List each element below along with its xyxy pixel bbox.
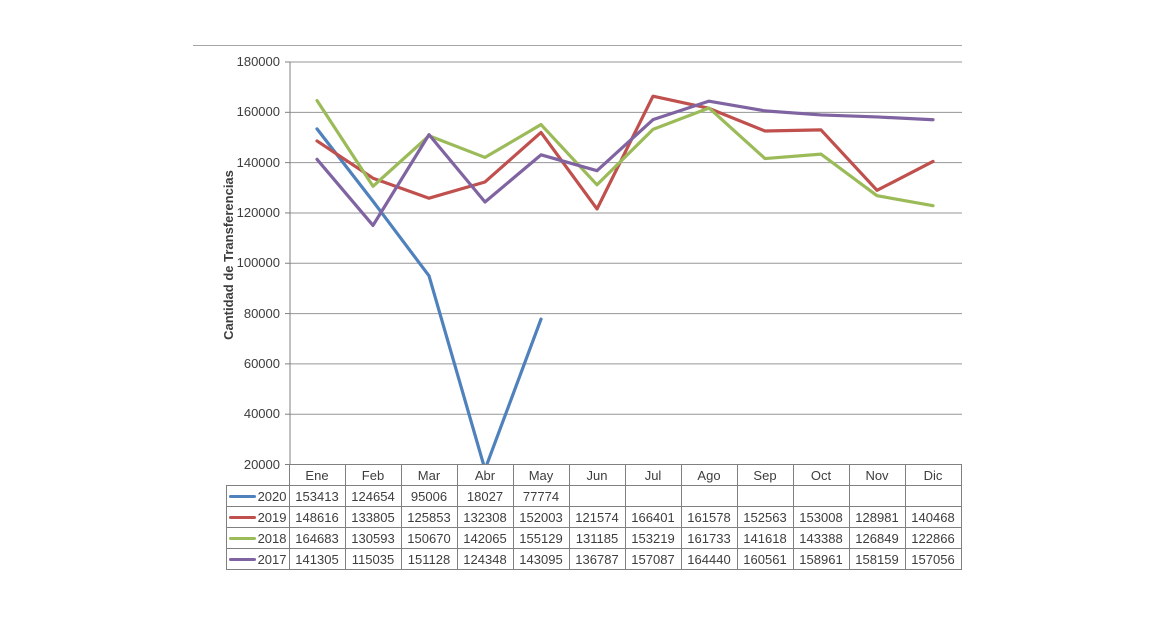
- value-cell: 115035: [344, 548, 402, 570]
- month-header-cell: Mar: [400, 464, 458, 486]
- value-cell: 158159: [848, 548, 906, 570]
- value-cell: 160561: [736, 548, 794, 570]
- legend-year-label: 2019: [257, 509, 287, 525]
- value-cell: 142065: [456, 527, 514, 549]
- month-header-cell: Nov: [848, 464, 906, 486]
- value-cell: [792, 485, 850, 507]
- y-axis-tick-label: 180000: [236, 54, 280, 69]
- legend-year-label: 2020: [257, 488, 287, 504]
- legend-year-label: 2018: [257, 530, 287, 546]
- value-cell: 151128: [400, 548, 458, 570]
- month-header-cell: Sep: [736, 464, 794, 486]
- series-line-2020: [315, 127, 543, 465]
- value-cell: 124654: [344, 485, 402, 507]
- legend-cell: 2019: [226, 506, 290, 528]
- value-cell: 157056: [904, 548, 962, 570]
- chart-area-top-border: [193, 45, 962, 46]
- value-cell: 136787: [568, 548, 626, 570]
- month-header-row: Ene Feb Mar Abr May Jun Jul Ago Sep Oct Nov Dic: [227, 464, 962, 486]
- value-cell: [568, 485, 626, 507]
- value-cell: 152003: [512, 506, 570, 528]
- y-axis-tick-label: 120000: [236, 204, 280, 220]
- legend-cell: 2020: [226, 485, 290, 507]
- table-row-2018: 2018 164683 130593 150670 142065 155129 131185…: [226, 527, 962, 549]
- month-header-cell: Jul: [624, 464, 682, 486]
- legend-swatch-2018: [229, 536, 256, 540]
- legend-swatch-2020: [229, 494, 256, 498]
- month-header-cell: Ago: [680, 464, 738, 486]
- value-cell: 158961: [792, 548, 850, 570]
- value-cell: 131185: [568, 527, 626, 549]
- value-cell: 125853: [400, 506, 458, 528]
- y-axis-tick-label: 80000: [243, 305, 280, 321]
- legend-swatch-2017: [229, 557, 256, 561]
- value-cell: 150670: [400, 527, 458, 549]
- value-cell: 141305: [288, 548, 346, 570]
- y-axis-tick-label: 100000: [236, 255, 280, 271]
- legend-cell: 2017: [226, 548, 290, 570]
- value-cell: [736, 485, 794, 507]
- legend-swatch-2019: [229, 515, 256, 519]
- y-axis-tick-label: 140000: [236, 154, 280, 170]
- value-cell: 155129: [512, 527, 570, 549]
- table-corner-blank: [227, 465, 290, 486]
- month-header-cell: May: [512, 464, 570, 486]
- value-cell: 143095: [512, 548, 570, 570]
- value-cell: 126849: [848, 527, 906, 549]
- value-cell: 77774: [512, 485, 570, 507]
- value-cell: 153219: [624, 527, 682, 549]
- value-cell: 124348: [456, 548, 514, 570]
- y-axis-tick-label: 20000: [243, 456, 280, 472]
- value-cell: [848, 485, 906, 507]
- value-cell: 95006: [400, 485, 458, 507]
- month-header-cell: Abr: [456, 464, 514, 486]
- table-row-2020: 2020 153413 124654 95006 18027 77774: [226, 485, 962, 507]
- value-cell: 18027: [456, 485, 514, 507]
- month-header-cell: Jun: [568, 464, 626, 486]
- month-header-cell: Dic: [904, 464, 962, 486]
- table-row-2019: 2019 148616 133805 125853 132308 152003 121574…: [226, 506, 962, 528]
- value-cell: 122866: [904, 527, 962, 549]
- legend-cell: 2018: [226, 527, 290, 549]
- table-row-2017: 2017 141305 115035 151128 124348 143095 136787…: [226, 548, 962, 570]
- month-header-cell: Feb: [344, 464, 402, 486]
- y-axis-tick-label: 160000: [236, 104, 280, 120]
- value-cell: 152563: [736, 506, 794, 528]
- value-cell: 161733: [680, 527, 738, 549]
- y-axis-tick-label: 40000: [243, 406, 280, 422]
- series-line-2017: [315, 99, 935, 228]
- value-cell: 166401: [624, 506, 682, 528]
- value-cell: [904, 485, 962, 507]
- series-line-2018: [315, 98, 935, 208]
- value-cell: 121574: [568, 506, 626, 528]
- value-cell: [680, 485, 738, 507]
- value-cell: 133805: [344, 506, 402, 528]
- value-cell: [624, 485, 682, 507]
- value-cell: 153008: [792, 506, 850, 528]
- month-header-cell: Oct: [792, 464, 850, 486]
- value-cell: 128981: [848, 506, 906, 528]
- value-cell: 143388: [792, 527, 850, 549]
- data-table: Ene Feb Mar Abr May Jun Jul Ago Sep Oct Nov Dic 2020…: [226, 464, 962, 570]
- series-line-2019: [315, 94, 935, 211]
- legend-year-label: 2017: [257, 551, 287, 567]
- value-cell: 132308: [456, 506, 514, 528]
- value-cell: 164683: [288, 527, 346, 549]
- value-cell: 157087: [624, 548, 682, 570]
- value-cell: 153413: [288, 485, 346, 507]
- month-header-cell: Ene: [288, 464, 346, 486]
- value-cell: 130593: [344, 527, 402, 549]
- value-cell: 140468: [904, 506, 962, 528]
- value-cell: 148616: [288, 506, 346, 528]
- y-axis-tick-label: 60000: [243, 355, 280, 371]
- value-cell: 141618: [736, 527, 794, 549]
- value-cell: 164440: [680, 548, 738, 570]
- value-cell: 161578: [680, 506, 738, 528]
